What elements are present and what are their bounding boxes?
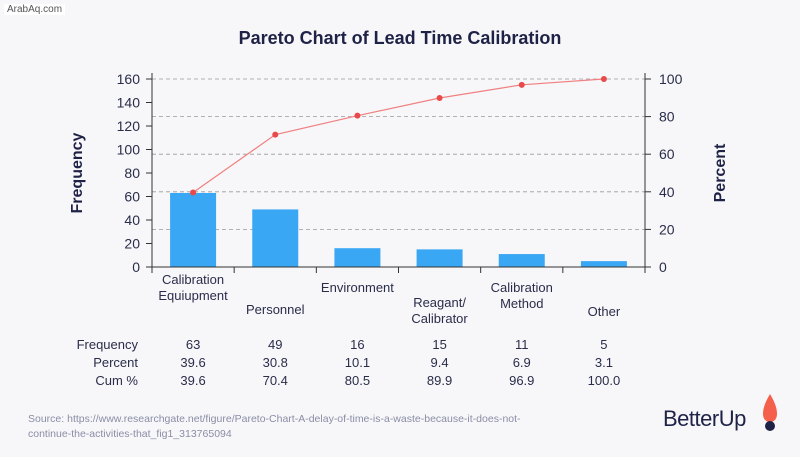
category-label: Calibration (491, 280, 553, 295)
y-tick-label: 160 (117, 71, 141, 87)
table-cell: 5 (600, 337, 607, 352)
bar (334, 248, 381, 267)
cum-point (190, 189, 197, 196)
table-cell: 39.6 (180, 355, 205, 370)
cum-point (272, 131, 279, 138)
cum-point (518, 81, 525, 88)
y-tick-label: 60 (124, 189, 140, 205)
table-cell: 15 (432, 337, 446, 352)
logo-text: BetterUp (663, 406, 746, 431)
y2-tick-label: 60 (659, 146, 675, 162)
category-label: Calibration (162, 272, 224, 287)
y2-tick-label: 100 (659, 71, 683, 87)
axes (146, 73, 651, 273)
source-citation: Source: https://www.researchgate.net/fig… (28, 413, 521, 440)
y-tick-label: 100 (117, 142, 141, 158)
table-cell: 89.9 (427, 373, 452, 388)
y2-tick-label: 80 (659, 109, 675, 125)
table-cell: 16 (350, 337, 364, 352)
category-label: Other (588, 304, 621, 319)
y2-axis-title: Percent (712, 143, 729, 202)
y2-tick-label: 0 (659, 259, 667, 275)
table-row-label: Cum % (95, 373, 138, 388)
chart-title: Pareto Chart of Lead Time Calibration (238, 28, 562, 48)
watermark: ArabAq.com (4, 4, 66, 15)
y-tick-label: 40 (124, 212, 140, 228)
cum-point (600, 76, 607, 82)
table-cell: 100.0 (588, 373, 621, 388)
table-row-label: Percent (93, 355, 138, 370)
cumulative-line (190, 76, 607, 196)
table-cell: 63 (186, 337, 200, 352)
table-cell: 70.4 (263, 373, 288, 388)
y-tick-label: 20 (124, 236, 140, 252)
category-label: Calibrator (411, 311, 468, 326)
bar (498, 254, 545, 267)
betterup-logo: BetterUp (663, 392, 783, 437)
logo-drop-icon (763, 394, 777, 431)
bar (252, 209, 299, 267)
bar (580, 261, 627, 267)
table-cell: 3.1 (595, 355, 613, 370)
bars (170, 192, 627, 267)
gridlines (152, 78, 645, 230)
bar (416, 249, 463, 267)
y2-tick-label: 20 (659, 221, 675, 237)
table-cell: 9.4 (431, 355, 449, 370)
cum-line (192, 78, 604, 194)
table-cell: 49 (268, 337, 282, 352)
bar (170, 192, 217, 267)
pareto-chart: 0 20 40 60 80 100 120 140 160 0 20 40 60 80 100 Calibra… (69, 71, 729, 388)
table-cell: 80.5 (345, 373, 370, 388)
y-tick-label: 120 (117, 118, 141, 134)
table-row-label: Frequency (77, 337, 139, 352)
category-label: Personnel (246, 302, 305, 317)
y-axis-title: Frequency (69, 132, 86, 213)
category-label: Reagant/ (413, 295, 466, 310)
category-label: Equiupment (158, 288, 228, 303)
y-tick-label: 80 (124, 165, 140, 181)
labels: 0 20 40 60 80 100 120 140 160 0 20 40 60 80 100 Calibra… (69, 71, 729, 388)
y-tick-label: 0 (132, 259, 140, 275)
table-cell: 6.9 (513, 355, 531, 370)
table-cell: 96.9 (509, 373, 534, 388)
table-cell: 39.6 (180, 373, 205, 388)
category-label: Environment (321, 280, 394, 295)
table-cell: 10.1 (345, 355, 370, 370)
category-label: Method (500, 296, 543, 311)
table-cell: 11 (515, 337, 529, 352)
cum-point (436, 94, 443, 101)
y-tick-label: 140 (117, 95, 141, 111)
y2-tick-label: 40 (659, 184, 675, 200)
cum-point (354, 112, 361, 119)
table-cell: 30.8 (263, 355, 288, 370)
